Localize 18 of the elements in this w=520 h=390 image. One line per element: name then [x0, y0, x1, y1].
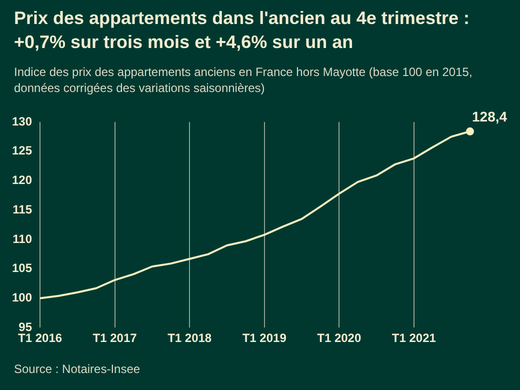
x-tick-label: T1 2021 — [392, 331, 436, 346]
x-tick-label: T1 2017 — [92, 331, 138, 346]
data-label: 128,4 — [472, 108, 508, 124]
y-tick-label: 95 — [18, 320, 32, 334]
chart-subtitle: Indice des prix des appartements anciens en France hors Mayotte (base 100 en 2015, données corrigées des variations saisonnières) — [14, 64, 474, 96]
y-tick-label: 100 — [12, 290, 32, 305]
x-tick-label: T1 2020 — [317, 331, 362, 346]
x-tick-label: T1 2016 — [18, 331, 62, 346]
x-tick-label: T1 2018 — [168, 331, 212, 346]
chart-title: Prix des appartements dans l'ancien au 4e trimestre : +0,7% sur trois mois et +4,6% sur un an — [14, 7, 470, 54]
y-tick-label: 105 — [12, 261, 32, 276]
y-tick-label: 125 — [12, 144, 32, 158]
y-tick-label: 120 — [12, 173, 32, 188]
source-note: Source : Notaires-Insee — [14, 362, 140, 376]
y-tick-label: 110 — [12, 232, 32, 246]
y-tick-label: 115 — [12, 202, 32, 216]
y-tick-label: 130 — [12, 114, 32, 128]
x-tick-label: T1 2019 — [242, 331, 287, 346]
